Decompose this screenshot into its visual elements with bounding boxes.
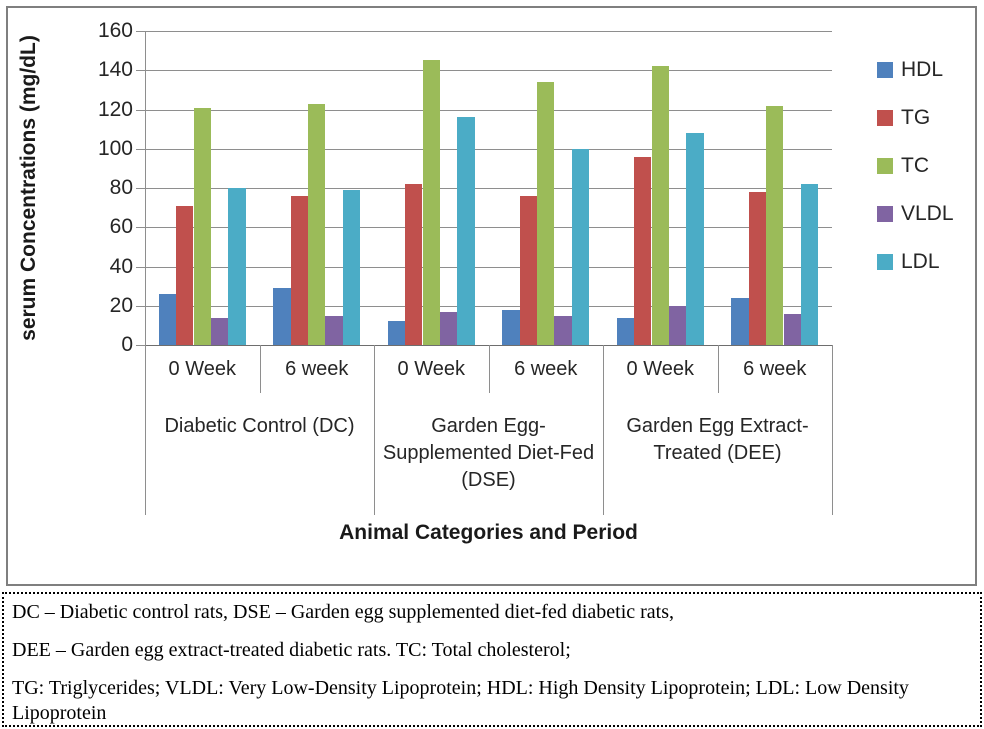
bar-vldl-3: [439, 311, 458, 345]
bar-hdl-3: [387, 321, 406, 345]
y-tick-mark: [136, 266, 145, 268]
gridline: [145, 266, 832, 268]
y-tick-mark: [136, 109, 145, 111]
y-tick-label: 40: [109, 254, 133, 278]
legend-item-tc: TC: [877, 154, 929, 178]
legend-swatch-tg: [877, 110, 893, 126]
gridline: [145, 148, 832, 150]
footnote-box: DC – Diabetic control rats, DSE – Garden…: [2, 592, 982, 727]
y-tick-mark: [136, 227, 145, 229]
bar-tg-1: [176, 205, 194, 345]
y-tick-mark: [136, 148, 145, 150]
bar-hdl-5: [616, 317, 635, 345]
bar-tc-4: [537, 82, 555, 345]
legend-swatch-hdl: [877, 62, 893, 78]
y-tick-label: 80: [109, 176, 133, 199]
legend-label-tc: TC: [901, 154, 929, 177]
bar-ldl-4: [571, 148, 590, 345]
bar-vldl-1: [210, 317, 229, 345]
bar-hdl-6: [731, 297, 749, 345]
footnote-line-1: DC – Diabetic control rats, DSE – Garden…: [12, 601, 675, 623]
bar-ldl-1: [228, 188, 246, 345]
bar-tg-4: [519, 195, 537, 345]
category-label-1: Diabetic Control (DC): [164, 415, 355, 437]
bar-tg-3: [405, 184, 423, 345]
bar-tc-3: [422, 60, 440, 345]
legend-label-ldl: LDL: [901, 250, 940, 273]
y-tick-label: 60: [109, 215, 133, 239]
bar-hdl-4: [502, 309, 520, 345]
bar-ldl-5: [686, 133, 704, 345]
category-divider: [603, 345, 604, 515]
y-tick-mark: [136, 345, 145, 346]
footnote-line-2: DEE – Garden egg extract-treated diabeti…: [12, 639, 571, 661]
x-tick-label-5: 0 Week: [626, 357, 694, 380]
bar-hdl-2: [273, 288, 291, 345]
category-divider: [145, 31, 146, 515]
y-tick-label: 140: [97, 58, 133, 82]
x-tick-label-3: 0 Week: [397, 357, 465, 380]
legend-item-vldl: VLDL: [877, 202, 954, 226]
gridline: [145, 305, 832, 307]
legend-item-ldl: LDL: [877, 250, 940, 274]
chart-frame: serum Concentrations (mg/dL) 160 140 120 10…: [6, 6, 977, 586]
legend-item-hdl: HDL: [877, 58, 943, 82]
y-tick-mark: [136, 70, 145, 72]
x-tick-label-2: 6 week: [285, 357, 349, 380]
legend-swatch-vldl: [877, 206, 893, 222]
bar-tc-5: [651, 66, 669, 345]
bar-tc-1: [193, 107, 211, 345]
gridline: [145, 70, 832, 72]
legend-label-vldl: VLDL: [901, 202, 954, 225]
week-divider: [488, 345, 490, 393]
x-tick-label-4: 6 week: [514, 357, 578, 380]
bar-hdl-1: [158, 294, 177, 345]
category-divider: [374, 345, 375, 515]
bar-vldl-2: [325, 315, 343, 345]
gridline: [145, 227, 832, 229]
legend-label-tg: TG: [901, 106, 931, 129]
bar-ldl-2: [342, 190, 361, 345]
bar-vldl-4: [554, 315, 572, 345]
x-tick-label-1: 0 Week: [168, 357, 236, 380]
category-divider: [832, 345, 833, 515]
footnote-line-3: TG: Triglycerides; VLDL: Very Low-Densit…: [12, 677, 909, 724]
gridline: [145, 109, 832, 111]
y-tick-label: 100: [97, 136, 133, 160]
bar-tc-2: [308, 103, 326, 345]
y-tick-mark: [136, 305, 145, 307]
bar-ldl-6: [800, 184, 819, 345]
gridline: [145, 31, 832, 32]
y-tick-mark: [136, 188, 145, 189]
legend-swatch-tc: [877, 158, 893, 174]
y-tick-label: 20: [109, 293, 133, 317]
gridline: [145, 188, 832, 189]
legend-swatch-ldl: [877, 254, 893, 270]
x-axis-title: Animal Categories and Period: [339, 521, 638, 544]
bar-vldl-5: [669, 305, 687, 345]
y-tick-mark: [136, 31, 145, 32]
y-tick-label: 0: [121, 333, 133, 356]
bar-tg-6: [748, 191, 766, 345]
y-axis-title: serum Concentrations (mg/dL): [17, 35, 40, 341]
plot-area: [145, 31, 832, 346]
bar-tg-5: [634, 156, 652, 345]
category-label-2: Garden Egg-Supplemented Diet-Fed (DSE): [382, 415, 595, 491]
week-divider: [717, 345, 719, 393]
x-tick-label-6: 6 week: [743, 357, 807, 380]
week-divider: [259, 345, 261, 393]
bar-vldl-6: [783, 313, 801, 345]
bar-ldl-3: [457, 117, 475, 345]
category-label-3: Garden Egg Extract-Treated (DEE): [626, 415, 809, 464]
bar-tg-2: [290, 195, 309, 345]
y-tick-label: 160: [97, 19, 133, 42]
y-tick-label: 120: [97, 97, 133, 121]
legend-item-tg: TG: [877, 106, 930, 130]
bar-tc-6: [766, 105, 784, 345]
legend-label-hdl: HDL: [901, 58, 944, 81]
